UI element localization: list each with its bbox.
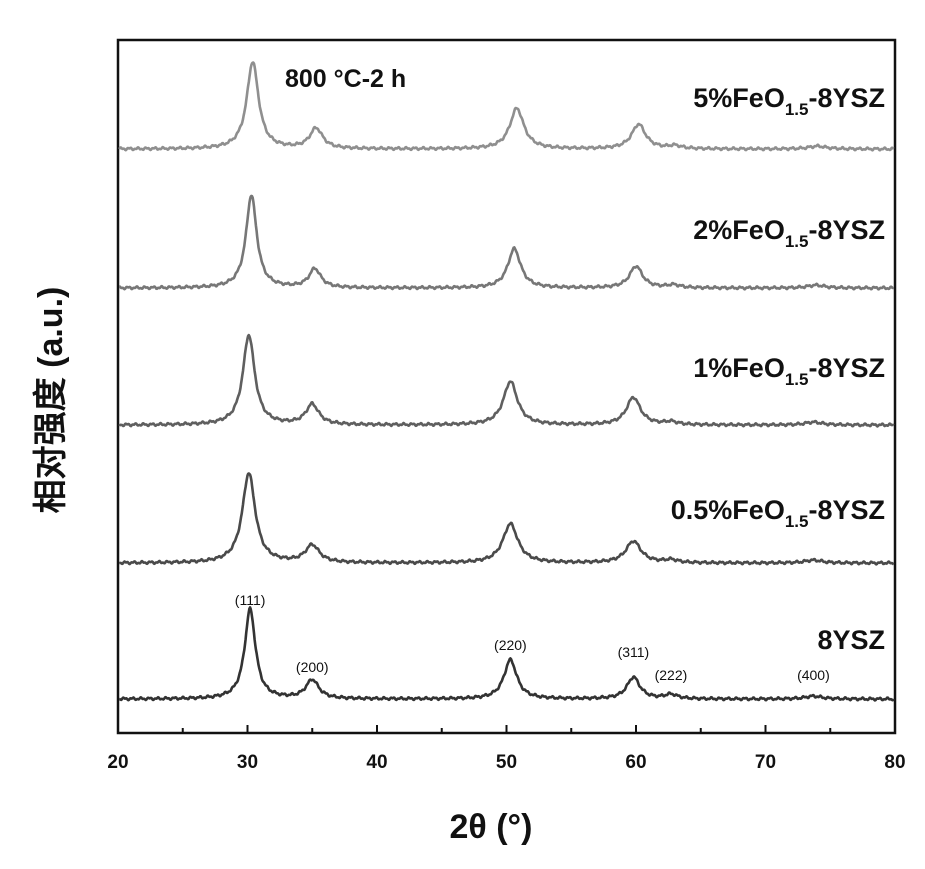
- series-label-4: 8YSZ: [817, 625, 885, 655]
- series-line-4: [119, 607, 893, 700]
- hkl-label-0: (111): [235, 592, 266, 608]
- x-tick-label: 50: [496, 752, 517, 773]
- x-tick-label: 60: [625, 752, 646, 773]
- x-tick-label: 70: [755, 752, 776, 773]
- hkl-label-1: (200): [296, 659, 329, 675]
- series-label-1: 2%FeO1.5-8YSZ: [693, 215, 885, 251]
- condition-annotation: 800 °C-2 h: [285, 65, 406, 93]
- hkl-label-5: (400): [797, 667, 830, 683]
- y-axis-label: 相对强度 (a.u.): [32, 287, 70, 514]
- x-tick-label: 20: [107, 752, 128, 773]
- series-label-2: 1%FeO1.5-8YSZ: [693, 353, 885, 389]
- hkl-label-2: (220): [494, 637, 527, 653]
- x-tick-label: 30: [237, 752, 258, 773]
- hkl-label-4: (222): [655, 667, 688, 683]
- hkl-label-3: (311): [618, 644, 650, 660]
- x-tick-label: 40: [366, 752, 387, 773]
- x-axis-label: 2θ (°): [450, 808, 533, 846]
- series-label-0: 5%FeO1.5-8YSZ: [693, 83, 885, 119]
- series-label-3: 0.5%FeO1.5-8YSZ: [671, 495, 885, 531]
- x-tick-label: 80: [884, 752, 905, 773]
